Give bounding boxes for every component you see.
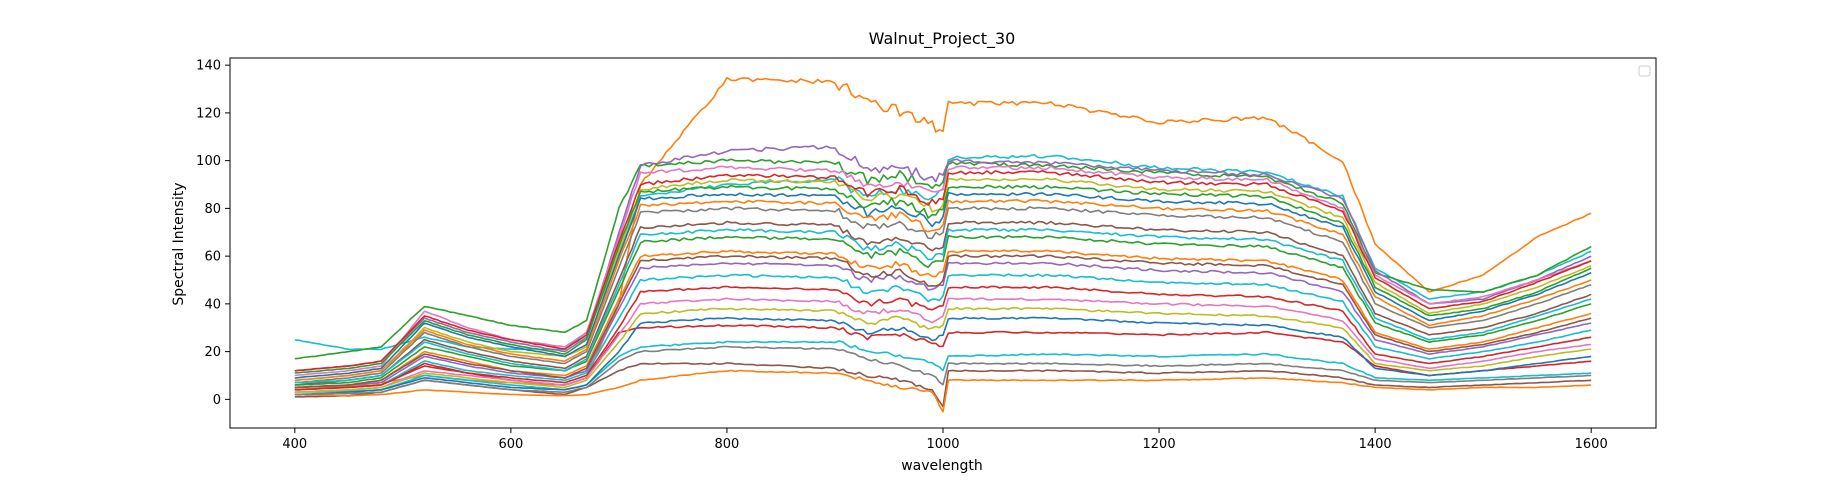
x-axis: 400 600 800 1000 1200 1400 1600: [282, 428, 1608, 452]
series-line-20: [294, 306, 1592, 394]
series-line-5: [294, 369, 1592, 413]
series-line-7: [294, 340, 1592, 393]
series-line-11: [294, 191, 1592, 379]
series-line-25: [294, 227, 1592, 384]
x-axis-label: wavelength: [901, 458, 983, 474]
x-tick-label: 1600: [1575, 437, 1608, 452]
chart-title: Walnut_Project_30: [869, 29, 1016, 49]
series-line-27: [294, 345, 1592, 396]
y-tick-label: 100: [196, 154, 221, 169]
series-line-22: [294, 170, 1592, 372]
series-line-21: [294, 316, 1592, 396]
series-line-6: [294, 144, 1592, 372]
x-tick-label: 1400: [1359, 437, 1392, 452]
y-axis-label: Spectral Intensity: [171, 182, 187, 305]
y-axis: 0 20 40 60 80 100 120 140: [196, 59, 230, 408]
legend-box: [1638, 65, 1651, 77]
y-tick-label: 120: [196, 106, 221, 121]
series-line-23: [294, 184, 1592, 374]
series-line-16: [294, 261, 1592, 389]
series-layer: [294, 76, 1592, 413]
series-line-10: [294, 177, 1592, 382]
series-line-12: [294, 206, 1592, 384]
series-line-14: [294, 234, 1592, 386]
x-tick-label: 1000: [926, 437, 959, 452]
x-tick-label: 1200: [1143, 437, 1176, 452]
y-tick-label: 80: [204, 202, 221, 217]
series-line-3: [294, 158, 1592, 360]
series-line-17: [294, 273, 1592, 391]
y-tick-label: 40: [204, 297, 221, 312]
series-line-24: [294, 199, 1592, 382]
x-tick-label: 800: [715, 437, 740, 452]
series-line-26: [294, 254, 1592, 389]
x-tick-label: 400: [282, 437, 307, 452]
x-tick-label: 600: [498, 437, 523, 452]
series-line-19: [294, 297, 1592, 393]
y-tick-label: 0: [213, 393, 221, 408]
y-tick-label: 60: [204, 250, 221, 265]
series-line-18: [294, 285, 1592, 391]
series-line-13: [294, 220, 1592, 386]
y-tick-label: 20: [204, 345, 221, 360]
y-tick-label: 140: [196, 59, 221, 74]
